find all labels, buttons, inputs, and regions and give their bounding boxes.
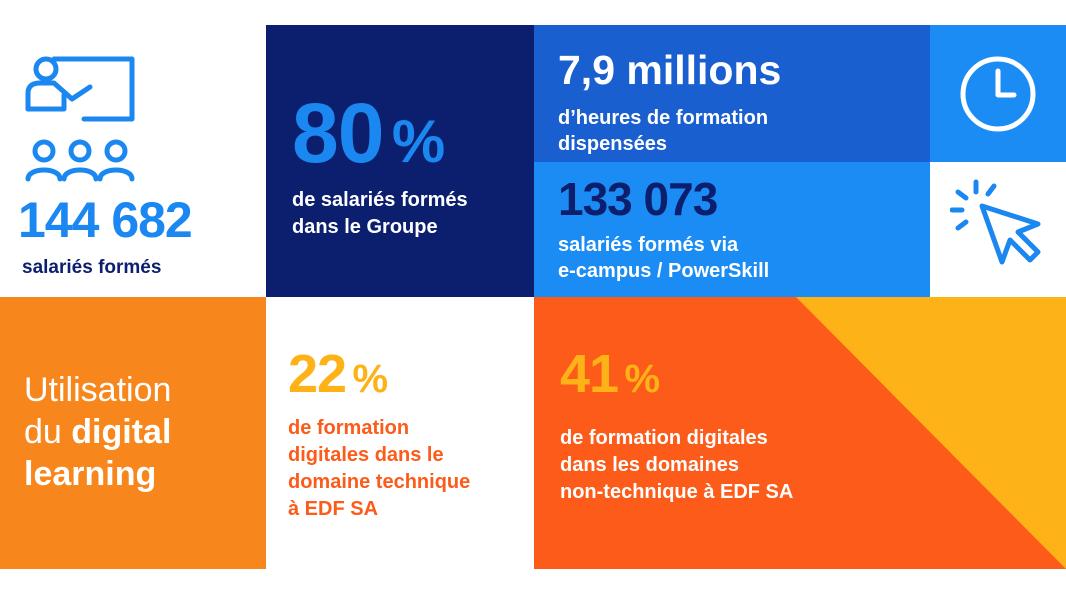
yellow-triangle-decoration — [796, 297, 1066, 569]
cursor-click-icon — [950, 178, 1042, 270]
non-technical-value: 41 % — [560, 343, 661, 405]
technical-unit: % — [352, 357, 389, 401]
teacher-board-icon — [24, 55, 140, 185]
training-hours-panel: 7,9 millions d’heures de formation dispe… — [534, 25, 930, 162]
group-trained-number: 80 — [292, 86, 384, 180]
clock-panel — [930, 25, 1066, 162]
technical-label: de formation digitales dans le domaine t… — [288, 417, 471, 520]
training-hours-number: 7,9 millions — [558, 47, 782, 93]
group-trained-value: 80 % — [292, 85, 445, 182]
total-trained-panel: 144 682 salariés formés — [0, 25, 266, 295]
digital-learning-title: Utilisation du digital learning — [24, 371, 172, 493]
clock-icon — [959, 55, 1037, 133]
total-trained-label: salariés formés — [22, 257, 162, 278]
ecampus-label: salariés formés via e-campus / PowerSkil… — [558, 234, 770, 282]
ecampus-panel: 133 073 salariés formés via e-campus / P… — [534, 162, 930, 297]
group-trained-unit: % — [391, 108, 445, 175]
non-technical-number: 41 — [560, 344, 619, 404]
technical-panel: 22 % de formation digitales dans le doma… — [266, 297, 534, 569]
non-technical-unit: % — [624, 357, 661, 401]
technical-value: 22 % — [288, 343, 389, 405]
group-trained-label: de salariés formés dans le Groupe — [292, 189, 468, 238]
non-technical-label: de formation digitales dans les domaines… — [560, 427, 794, 503]
total-trained-number: 144 682 — [18, 192, 193, 248]
training-hours-label: d’heures de formation dispensées — [558, 107, 769, 155]
non-technical-panel: 41 % de formation digitales dans les dom… — [534, 297, 1066, 569]
ecampus-number: 133 073 — [558, 173, 718, 225]
technical-number: 22 — [288, 344, 347, 404]
group-trained-panel: 80 % de salariés formés dans le Groupe — [266, 25, 534, 297]
digital-learning-panel: Utilisation du digital learning — [0, 297, 266, 569]
